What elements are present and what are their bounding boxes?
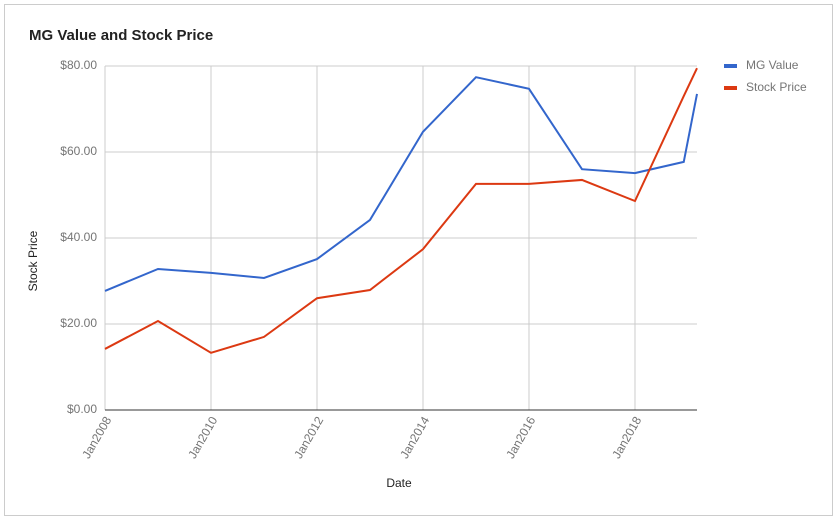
line-series	[104, 67, 698, 354]
chart-frame	[4, 4, 833, 516]
y-axis-title: Stock Price	[26, 230, 40, 291]
y-tick-label: $60.00	[60, 144, 97, 158]
x-axis-title: Date	[386, 476, 412, 490]
y-tick-label: $80.00	[60, 58, 97, 72]
legend-label: MG Value	[746, 58, 799, 72]
y-tick-label: $20.00	[60, 316, 97, 330]
y-tick-label: $0.00	[67, 402, 97, 416]
legend-label: Stock Price	[746, 80, 807, 94]
y-tick-label: $40.00	[60, 230, 97, 244]
chart-title: MG Value and Stock Price	[29, 27, 213, 44]
line-series	[104, 76, 698, 292]
